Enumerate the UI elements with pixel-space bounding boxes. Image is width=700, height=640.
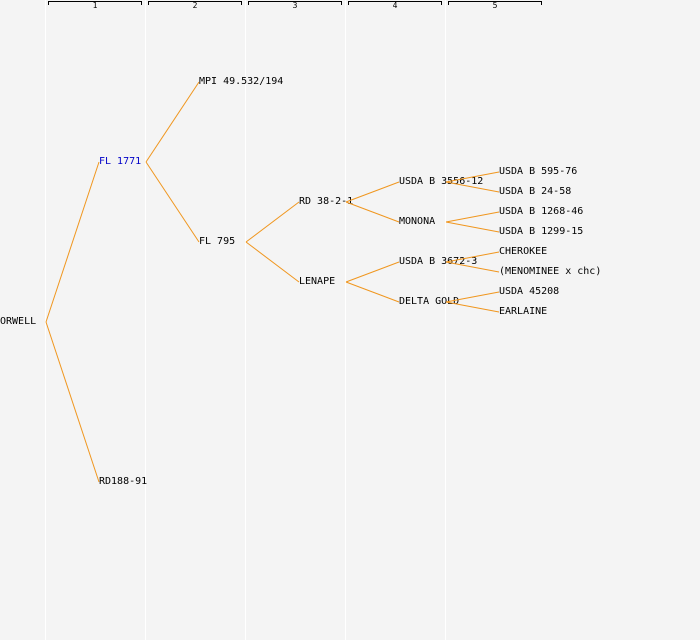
pedigree-link [145,161,200,243]
pedigree-node[interactable]: USDA 45208 [499,286,560,297]
generation-column-line [445,0,446,640]
pedigree-link [445,291,500,303]
pedigree-node[interactable]: USDA B 3556-12 [399,176,484,187]
pedigree-node[interactable]: USDA B 3672-3 [399,256,478,267]
pedigree-node[interactable]: RD 38-2-1 [299,196,354,207]
pedigree-link [145,81,200,163]
generation-column-line [345,0,346,640]
pedigree-node[interactable]: USDA B 1268-46 [499,206,584,217]
generation-number: 2 [192,1,198,10]
generation-column-line [45,0,46,640]
pedigree-node[interactable]: RD188-91 [99,476,148,487]
pedigree-node[interactable]: MONONA [399,216,436,227]
pedigree-node[interactable]: FL 795 [199,236,236,247]
pedigree-link [345,181,400,203]
pedigree-node[interactable]: DELTA GOLD [399,296,460,307]
pedigree-link [445,261,500,273]
pedigree-link [245,201,300,243]
pedigree-node[interactable]: USDA B 595-76 [499,166,578,177]
pedigree-node[interactable]: EARLAINE [499,306,548,317]
pedigree-link [245,241,300,283]
pedigree-node[interactable]: FL 1771 [99,156,142,167]
generation-number: 4 [392,1,398,10]
pedigree-link [45,321,100,483]
generation-column-line [245,0,246,640]
pedigree-link [45,161,100,323]
pedigree-link [445,181,500,193]
pedigree-link [445,211,500,223]
generation-number: 1 [92,1,98,10]
pedigree-node[interactable]: USDA B 1299-15 [499,226,584,237]
pedigree-link [445,301,500,313]
pedigree-link [445,251,500,263]
generation-bar [348,1,442,5]
generation-bar [148,1,242,5]
pedigree-node[interactable]: CHEROKEE [499,246,548,257]
generation-column-line [145,0,146,640]
pedigree-node[interactable]: (MENOMINEE x chc) [499,266,602,277]
generation-bar [48,1,142,5]
pedigree-link [445,171,500,183]
generation-number: 5 [492,1,498,10]
pedigree-link [345,201,400,223]
pedigree-node[interactable]: MPI 49.532/194 [199,76,284,87]
pedigree-link [345,281,400,303]
pedigree-node[interactable]: LENAPE [299,276,336,287]
pedigree-link [445,221,500,233]
generation-number: 3 [292,1,298,10]
pedigree-link [345,261,400,283]
root-node[interactable]: ORWELL [0,316,37,327]
generation-bar [248,1,342,5]
pedigree-node[interactable]: USDA B 24-58 [499,186,572,197]
generation-bar [448,1,542,5]
